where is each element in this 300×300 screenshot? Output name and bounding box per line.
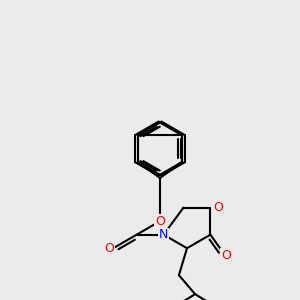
Text: O: O: [104, 242, 114, 255]
Text: O: O: [155, 215, 165, 228]
Text: O: O: [221, 249, 231, 262]
Text: O: O: [213, 201, 223, 214]
Text: N: N: [159, 228, 168, 241]
